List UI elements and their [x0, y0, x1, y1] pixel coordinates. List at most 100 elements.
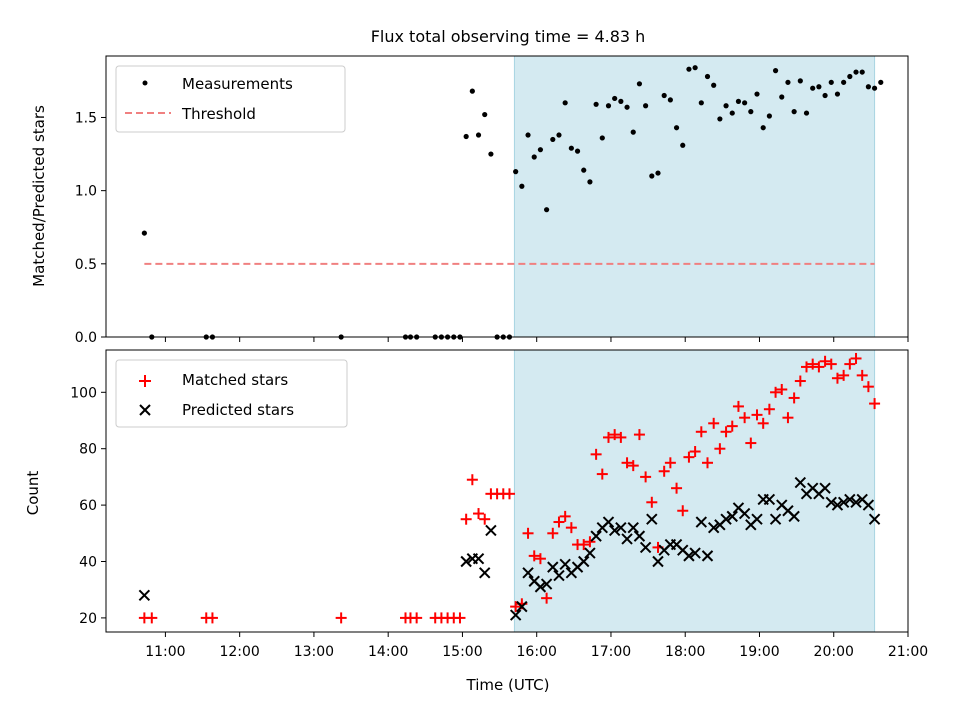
predicted-star-point [652, 555, 664, 568]
matched-star-point [807, 358, 819, 370]
measurement-point [785, 79, 791, 85]
measurement-point [513, 169, 519, 175]
measurement-point [593, 101, 599, 107]
x-tick-label: 15:00 [442, 644, 482, 660]
matched-star-point [206, 612, 218, 624]
predicted-star-point [701, 550, 714, 562]
predicted-star-point [633, 530, 646, 542]
measurement-point [550, 136, 556, 143]
matched-star-point [411, 612, 423, 624]
matched-star-point [671, 482, 683, 494]
predicted-star-point [472, 552, 485, 565]
matched-star-point [615, 431, 627, 443]
predicted-stars-legend-marker [139, 404, 151, 416]
matched-star-point [770, 386, 782, 398]
matched-star-point [479, 513, 491, 525]
measurement-point [141, 230, 147, 236]
measurement-point [525, 132, 531, 138]
matched-star-point [825, 358, 837, 370]
matched-star-point [726, 420, 738, 432]
matched-star-point [844, 358, 856, 370]
count-legend: Matched stars Predicted stars [115, 359, 348, 428]
predicted-star-point [695, 516, 708, 528]
predicted-star-point [769, 513, 782, 525]
predicted-star-point [689, 547, 701, 559]
predicted-star-point [751, 513, 763, 525]
y-tick-label: 1.0 [75, 184, 97, 200]
x-tick-label: 13:00 [294, 644, 334, 660]
measurement-point [816, 84, 822, 90]
predicted-star-point [615, 521, 627, 534]
measurement-point [735, 98, 742, 104]
matched-star-point [640, 471, 652, 483]
measurement-point [828, 79, 834, 85]
matched-star-point [528, 550, 540, 562]
x-tick-label: 14:00 [368, 644, 408, 660]
predicted-star-point [509, 609, 522, 621]
y-tick-label: 0.0 [75, 330, 97, 346]
chart-title: Flux total observing time = 4.83 h [371, 27, 646, 46]
matched-star-point [782, 412, 794, 424]
count-x-ticks: 11:00 12:00 13:00 14:00 15:00 16:00 17:00 18:00… [145, 632, 928, 660]
matched-star-point [856, 369, 868, 381]
measurement-point [797, 78, 803, 84]
count-plot-frame [105, 349, 909, 633]
measurement-point [865, 84, 871, 90]
predicted-star-point [819, 482, 831, 494]
predicted-star-point [621, 533, 633, 545]
measurement-point [574, 148, 581, 154]
ratio-y-ticks: 0.0 0.5 1.0 1.5 [75, 110, 106, 346]
ratio-points [141, 65, 884, 340]
predicted-star-point [683, 550, 695, 562]
matched-star-point [702, 457, 713, 469]
measurement-point [475, 132, 482, 138]
measurement-point [488, 151, 494, 157]
predicted-stars-legend-label: Predicted stars [182, 401, 294, 419]
predicted-star-point [534, 581, 547, 593]
count-y-axis-label: Count [24, 471, 42, 516]
matched-star-point [757, 417, 769, 429]
measurement-point [760, 125, 766, 131]
measurement-point [661, 92, 667, 99]
ratio-y-axis-label: Matched/Predicted stars [30, 105, 48, 287]
threshold-legend-label: Threshold [181, 105, 256, 123]
measurement-point [810, 85, 816, 91]
matched-star-point [609, 429, 621, 441]
measurement-point [556, 132, 562, 138]
matched-star-point [664, 457, 676, 469]
measurement-point [754, 91, 760, 97]
matched-star-point [850, 352, 862, 364]
predicted-star-point [720, 513, 732, 525]
measurements-legend-marker [142, 80, 148, 86]
predicted-star-point [627, 521, 639, 534]
matched-star-point [714, 443, 726, 455]
predicted-star-point [639, 541, 652, 554]
matched-star-point [831, 372, 843, 384]
measurement-point [482, 111, 488, 118]
predicted-star-point [608, 524, 621, 537]
x-tick-label: 16:00 [517, 644, 557, 660]
ratio-panel: 0.0 0.5 1.0 1.5 Matched/Predicted stars Mea… [30, 55, 909, 346]
measurement-point [680, 142, 686, 148]
matched-star-point [695, 426, 707, 438]
count-y-ticks: 20 40 60 80 100 [70, 385, 106, 627]
measurement-point [581, 167, 587, 173]
measurement-point [748, 109, 754, 115]
x-tick-label: 11:00 [145, 644, 185, 660]
matched-stars-legend-marker [139, 375, 151, 387]
measurement-point [537, 147, 544, 153]
matched-star-point [732, 400, 744, 412]
predicted-star-point [794, 476, 807, 489]
predicted-star-point [584, 547, 596, 559]
matched-star-point [559, 510, 571, 522]
matched-star-point [335, 612, 347, 624]
matched-star-point [627, 460, 639, 472]
predicted-star-point [763, 493, 776, 506]
measurement-point [853, 69, 859, 75]
predicted-star-point [850, 496, 862, 508]
predicted-star-point [868, 513, 881, 525]
predicted-star-point [138, 589, 151, 602]
matched-star-point [503, 488, 515, 500]
x-tick-label: 17:00 [591, 644, 631, 660]
